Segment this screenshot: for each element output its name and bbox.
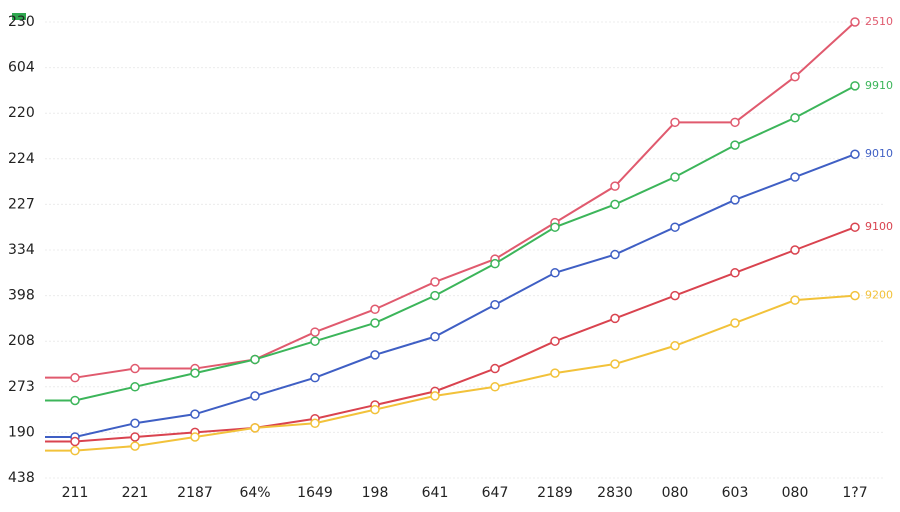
y-tick-label: 604 [8,60,35,76]
y-tick-label: 220 [8,105,35,121]
point [130,363,140,374]
point [370,404,380,415]
point [370,350,380,360]
point [790,172,800,182]
series-label: 9010 [865,147,893,160]
point [790,71,800,82]
x-tick-label: 080 [782,485,809,501]
point [190,409,200,419]
x-tick-label: 198 [362,485,389,501]
point [790,295,800,305]
y-tick-label: 190 [8,424,35,440]
point [790,245,800,255]
point [670,117,680,128]
y-tick-label: 334 [8,242,35,258]
point [610,359,620,369]
point [130,441,140,451]
point [850,81,860,91]
x-tick-label: 641 [422,485,449,501]
x-tick-label: 1?7 [842,485,867,501]
series-line [45,84,856,402]
point [310,336,320,346]
point [850,17,860,27]
point [430,391,440,401]
point [250,423,260,433]
y-tick-label: 398 [8,288,35,304]
point [430,290,440,301]
point [190,368,200,378]
x-tick-label: 2189 [537,485,573,501]
point [730,195,740,205]
point [70,395,80,406]
x-tick-label: 221 [122,485,149,501]
point [250,354,260,365]
point [610,199,620,210]
point [370,304,380,315]
point [610,313,620,324]
point [670,172,680,182]
point [70,436,80,447]
point [430,277,440,287]
legend-swatch [12,13,26,20]
y-tick-label: 227 [8,196,35,212]
point [730,268,740,278]
point [550,222,560,232]
x-tick-label: 64% [239,485,270,501]
point [70,445,80,456]
y-tick-label: 438 [8,470,35,486]
point [190,432,200,442]
point [730,117,740,128]
point [130,432,140,442]
x-tick-label: 603 [722,485,749,501]
point [310,327,320,337]
point [670,290,680,301]
series-label: 9200 [865,289,893,302]
point [850,222,860,232]
point [550,268,560,278]
x-tick-label: 2187 [177,485,213,501]
point [850,149,860,159]
point [670,341,680,351]
point [130,418,140,429]
y-tick-label: 273 [8,379,35,395]
point [730,140,740,150]
point [610,181,620,191]
series-label: 2510 [865,15,893,28]
point [370,318,380,328]
point [430,331,440,342]
point [490,363,500,374]
point [730,318,740,328]
series-line [45,226,856,443]
x-tick-label: 647 [482,485,509,501]
point [310,372,320,383]
point [490,382,500,392]
point [610,249,620,260]
point [250,391,260,401]
point [790,113,800,123]
series-label: 9100 [865,220,893,233]
point [850,290,860,301]
point [130,382,140,392]
y-tick-label: 230 [8,14,35,30]
point [490,299,500,310]
y-tick-label: 208 [8,333,35,349]
x-tick-label: 2830 [597,485,633,501]
point [670,222,680,232]
y-tick-label: 224 [8,151,35,167]
point [310,418,320,429]
point [550,336,560,346]
series-label: 9910 [865,79,893,92]
point [550,368,560,378]
x-tick-label: 080 [662,485,689,501]
point [70,372,80,383]
point [490,258,500,269]
x-tick-label: 1649 [297,485,333,501]
x-tick-label: 211 [62,485,89,501]
